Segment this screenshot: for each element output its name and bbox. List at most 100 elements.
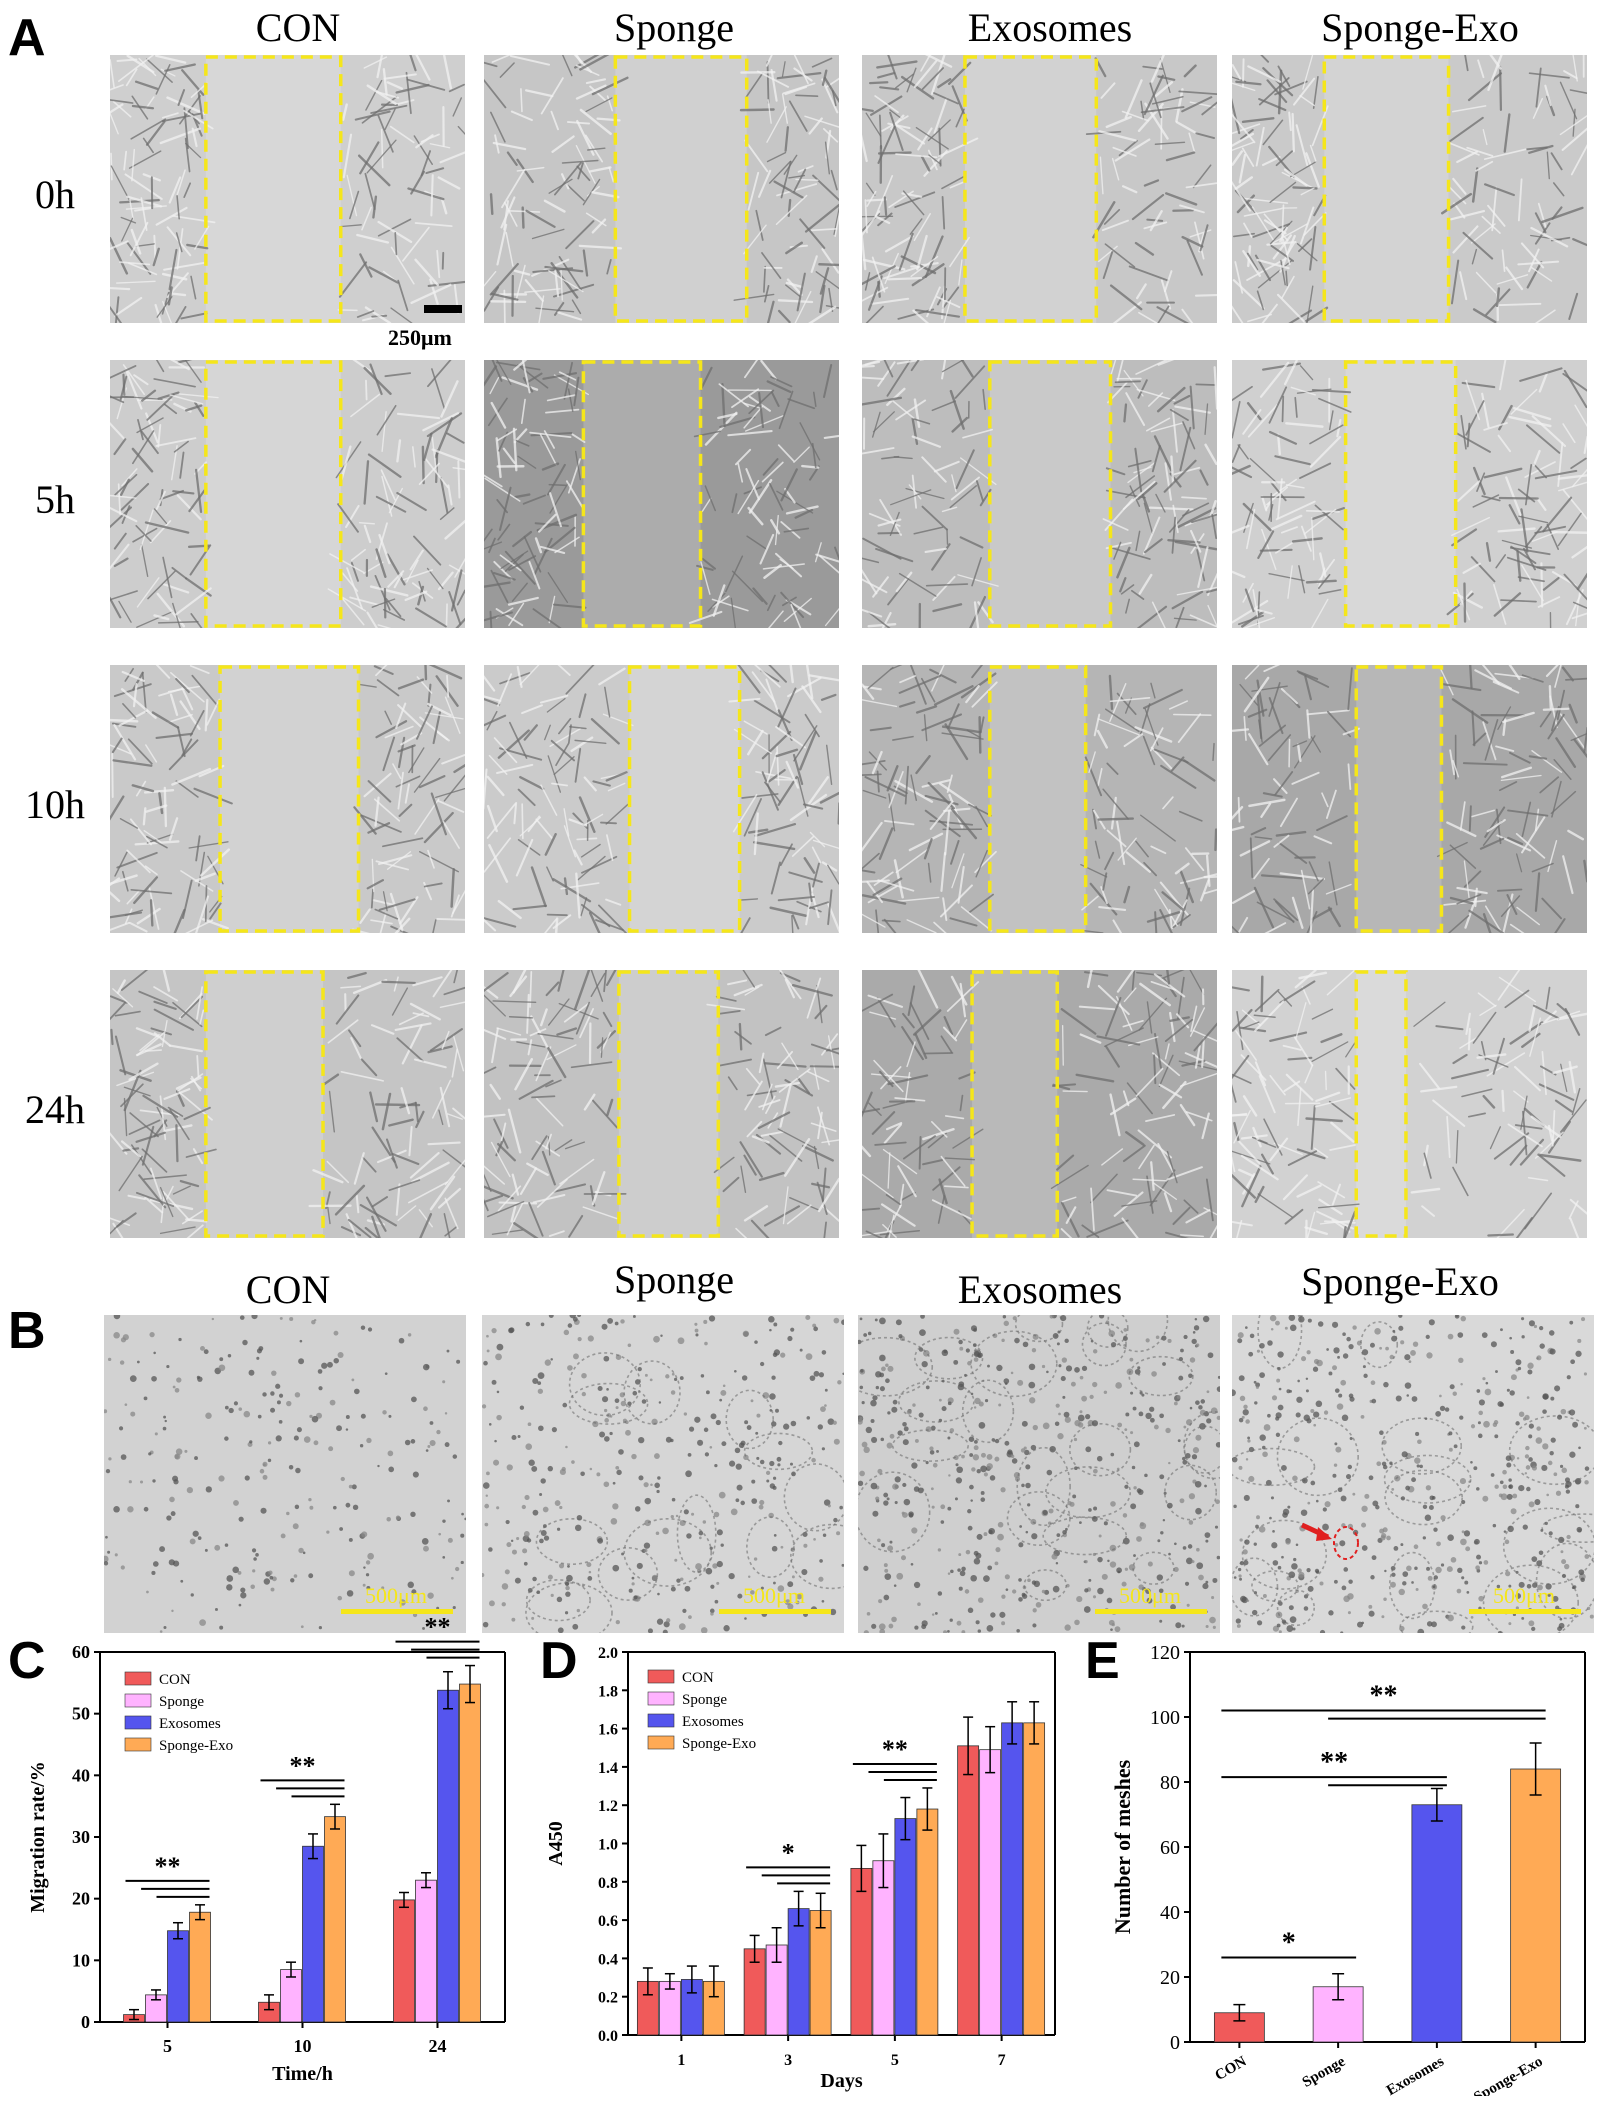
y-tick-label: 0.6 [598,1913,618,1930]
wound-micrograph [110,970,465,1238]
bar [917,1809,938,2035]
x-axis-label: Days [820,2070,862,2092]
bar [851,1868,872,2035]
y-axis-label: Migration rate/% [27,1761,49,1913]
y-axis-label: Number of meshes [1110,1759,1135,1934]
y-tick-label: 30 [72,1827,90,1847]
panel-a-row-0h: 0h [0,175,110,215]
panel-b-letter: B [8,1305,46,1357]
y-tick-label: 40 [1160,1902,1180,1924]
y-tick-label: 0 [81,2012,90,2032]
legend-label: CON [159,1672,191,1688]
y-tick-label: 0 [1170,2032,1180,2054]
tube-formation-micrograph: 500μm [482,1315,844,1633]
y-tick-label: 0.4 [598,1951,618,1968]
y-tick-label: 0.0 [598,2028,618,2045]
x-tick-label: 5 [891,2052,899,2069]
legend-swatch [125,1716,151,1729]
y-axis-label: A450 [545,1821,567,1865]
x-tick-label: 10 [294,2036,312,2056]
y-tick-label: 1.4 [598,1760,618,1777]
wound-micrograph [484,970,839,1238]
panel-a-scale-label: 250μm [388,325,452,351]
scale-bar-label: 500μm [743,1583,805,1608]
legend-swatch [125,1738,151,1751]
significance-label: ** [1320,1747,1348,1778]
y-tick-label: 2.0 [598,1645,618,1662]
x-tick-label: 3 [784,2052,792,2069]
x-tick-label: 7 [998,2052,1006,2069]
tube-formation-micrograph: 500μm [1232,1315,1594,1633]
scale-bar-label: 500μm [1119,1583,1181,1608]
y-tick-label: 20 [72,1889,90,1909]
panel-b-col-sponge-exo: Sponge-Exo [1220,1262,1580,1302]
y-tick-label: 60 [72,1642,90,1662]
legend-label: Sponge [159,1694,204,1710]
scale-bar-label: 500μm [365,1583,427,1608]
bar [168,1931,189,2022]
bar [1412,1805,1462,2042]
panel-a-letter: A [8,12,46,64]
scale-bar-label: 500μm [1493,1583,1555,1608]
bar [325,1817,346,2022]
tube-formation-micrograph: 500μm [858,1315,1220,1633]
legend-swatch [648,1714,674,1727]
panel-a-col-sponge: Sponge [494,8,854,48]
panel-b-col-con: CON [108,1270,468,1310]
legend-label: Sponge-Exo [159,1738,233,1754]
y-tick-label: 10 [72,1950,90,1970]
panel-a-row-24h: 24h [0,1090,110,1130]
wound-micrograph [484,665,839,933]
bar [438,1690,459,2022]
x-tick-label: Exosomes [1384,2054,1447,2096]
legend-swatch [125,1694,151,1707]
legend-label: Sponge-Exo [682,1736,756,1752]
y-tick-label: 40 [72,1765,90,1785]
panel-a-row-5h: 5h [0,480,110,520]
x-tick-label: Sponge [1300,2053,1349,2090]
wound-micrograph [862,665,1217,933]
bar [1511,1769,1561,2042]
significance-label: ** [290,1751,316,1780]
wound-micrograph [862,970,1217,1238]
x-tick-label: 5 [163,2036,172,2056]
panel-a-row-10h: 10h [0,785,110,825]
y-tick-label: 0.8 [598,1875,618,1892]
wound-micrograph [484,55,839,323]
significance-label: ** [155,1852,181,1881]
x-tick-label: 1 [677,2052,685,2069]
bar [980,1750,1001,2035]
wound-micrograph [862,360,1217,628]
wound-micrograph [110,55,465,323]
legend-label: Exosomes [682,1714,744,1730]
bar [394,1900,415,2022]
significance-label: ** [1370,1681,1398,1712]
x-axis-label: Time/h [272,2063,333,2085]
y-tick-label: 1.2 [598,1798,618,1815]
y-tick-label: 1.0 [598,1837,618,1854]
wound-micrograph [1232,360,1587,628]
y-tick-label: 120 [1150,1642,1180,1664]
legend-swatch [648,1670,674,1683]
bar [895,1819,916,2035]
bar [416,1880,437,2022]
wound-micrograph [484,360,839,628]
bar [303,1846,324,2022]
y-tick-label: 60 [1160,1837,1180,1859]
legend-swatch [648,1736,674,1749]
bar [810,1911,831,2035]
panel-a-col-con: CON [118,8,478,48]
wound-micrograph [862,55,1217,323]
wound-micrograph [1232,55,1587,323]
legend-label: Exosomes [159,1716,221,1732]
panel-a-scale-bar [424,305,462,313]
legend-label: Sponge [682,1692,727,1708]
x-tick-label: CON [1212,2054,1249,2085]
panel-a-col-exosomes: Exosomes [870,8,1230,48]
bar [190,1912,211,2022]
tube-formation-micrograph: 500μm [104,1315,466,1633]
x-tick-label: 24 [429,2036,447,2056]
